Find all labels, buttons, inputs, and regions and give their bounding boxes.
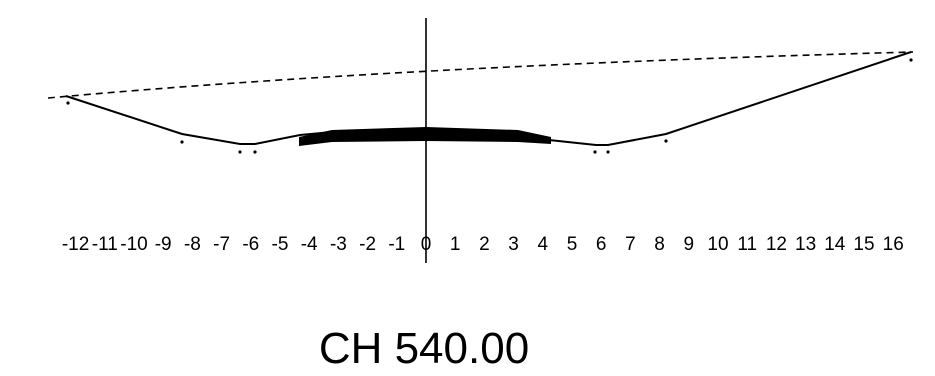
point-marker — [606, 150, 610, 154]
point-marker — [66, 101, 70, 105]
offset-tick-label: 6 — [596, 234, 607, 255]
offset-tick-label: -4 — [301, 234, 318, 255]
offset-tick-label: -12 — [62, 234, 89, 255]
offset-tick-label: -10 — [120, 234, 147, 255]
offset-tick-label: 5 — [567, 234, 578, 255]
offset-tick-label: -5 — [272, 234, 289, 255]
point-marker — [238, 150, 242, 154]
offset-tick-label: 13 — [795, 234, 816, 255]
offset-tick-label: 8 — [654, 234, 665, 255]
point-marker — [593, 150, 597, 154]
offset-tick-label: 9 — [684, 234, 695, 255]
point-marker — [253, 150, 257, 154]
offset-tick-label: 16 — [883, 234, 904, 255]
offset-tick-label: 3 — [508, 234, 519, 255]
pavement-layer — [299, 127, 551, 146]
offset-tick-label: -6 — [242, 234, 259, 255]
offset-tick-label: 15 — [853, 234, 874, 255]
existing-ground-line — [47, 51, 914, 99]
offset-tick-label: 1 — [450, 234, 461, 255]
chainage-label: CH 540.00 — [319, 324, 529, 373]
offset-tick-label: -9 — [155, 234, 172, 255]
point-marker — [664, 139, 668, 143]
offset-tick-label: 2 — [479, 234, 490, 255]
offset-tick-label: -1 — [388, 234, 405, 255]
offset-axis-labels: -12 -11 -10 -9 -8 -7 -6 -5 -4 -3 -2 -1 0 1 2 3 4 5 6 7 8 9 10 1… — [62, 234, 904, 255]
point-markers — [66, 58, 913, 154]
offset-tick-label: 12 — [766, 234, 787, 255]
offset-tick-label: 14 — [824, 234, 846, 255]
offset-tick-label: 7 — [625, 234, 636, 255]
offset-tick-label: -11 — [92, 234, 118, 255]
offset-tick-label: -7 — [213, 234, 230, 255]
offset-tick-label: 0 — [421, 234, 432, 255]
offset-tick-label: -2 — [359, 234, 376, 255]
point-marker — [909, 58, 913, 62]
point-marker — [180, 140, 184, 144]
offset-tick-label: 10 — [707, 234, 728, 255]
offset-tick-label: 11 — [737, 234, 757, 255]
offset-tick-label: -8 — [184, 234, 201, 255]
offset-tick-label: -3 — [330, 234, 347, 255]
offset-tick-label: 4 — [538, 234, 549, 255]
